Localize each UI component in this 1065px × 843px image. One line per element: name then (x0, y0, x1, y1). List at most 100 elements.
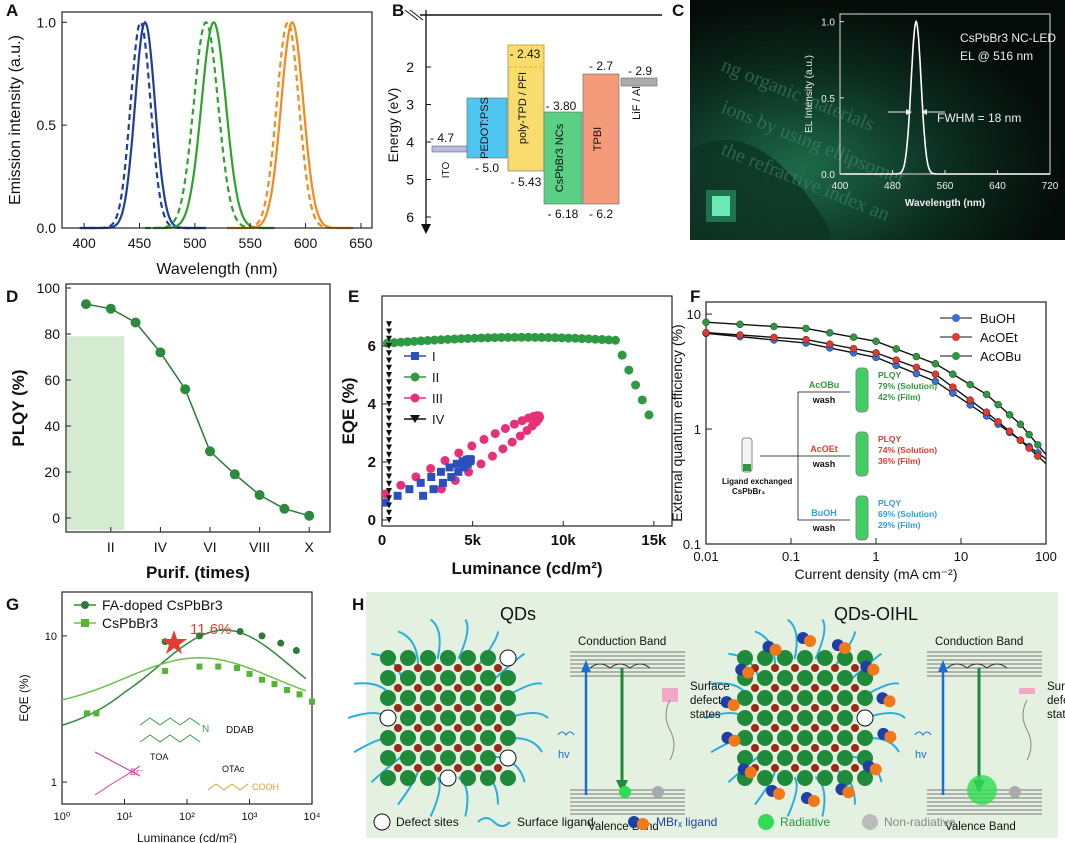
plqy-point (205, 446, 215, 457)
inner-atom (851, 744, 859, 752)
molecule-bromide: Br⁻ (130, 767, 144, 777)
surface-ligand (786, 776, 798, 817)
series-line-a-3 (145, 20, 267, 230)
surface-atom (440, 730, 456, 746)
plqy-point (229, 469, 240, 480)
series-IV-point (386, 451, 392, 458)
series-III-point (487, 451, 497, 461)
plqy-point (130, 317, 141, 328)
inner-atom (414, 664, 422, 672)
x-tick-label-c: 400 (832, 181, 849, 192)
led-glow (706, 190, 736, 222)
energy-level-box (582, 73, 620, 205)
inner-atom (494, 764, 502, 772)
cspbbr3-point (246, 670, 253, 677)
fa-doped-point (292, 646, 300, 654)
inner-atom (831, 744, 839, 752)
chart-subtitle-c: EL @ 516 nm (960, 49, 1033, 63)
surface-atom (400, 770, 416, 786)
nonradiative-path (665, 699, 675, 761)
defect-label: defect (690, 695, 722, 707)
inner-atom (474, 684, 482, 692)
series-III-point (396, 480, 406, 490)
surface-atom (380, 670, 396, 686)
legend-defect-label: Defect sites (396, 815, 459, 829)
qds-title: QDs (500, 604, 536, 624)
fa-doped-point (196, 632, 203, 640)
series-II-point (436, 335, 446, 345)
legend-ligand-icon (477, 817, 511, 827)
inner-atom (851, 704, 859, 712)
inner-atom (474, 704, 482, 712)
x-tick-label-e: 15k (641, 532, 667, 549)
surface-atom (460, 750, 476, 766)
relaxation-path (946, 663, 1008, 669)
inner-atom (811, 664, 819, 672)
series-III-point (479, 434, 489, 444)
series-I-point (436, 467, 445, 476)
y-tick-label-e: 0 (368, 512, 376, 529)
series-III-point (522, 426, 532, 436)
legend-marker-e (410, 372, 420, 382)
eqe-point-AcOEt (912, 363, 921, 372)
surface-atom (420, 770, 436, 786)
inner-atom (474, 724, 482, 732)
eqe-point-AcOEt (892, 356, 900, 364)
inset-vial (855, 367, 869, 413)
surface-atom (460, 730, 476, 746)
surface-atom (400, 730, 416, 746)
series-II-point (490, 333, 500, 343)
inner-atom (414, 744, 422, 752)
series-IV-point (386, 379, 392, 386)
legend-label-g: CsPbBr3 (102, 615, 158, 631)
eqe-point-AcOEt (849, 344, 858, 353)
surface-atom (777, 690, 793, 706)
surface-atom (737, 690, 753, 706)
inner-atom (791, 684, 799, 692)
mbr-ligand (744, 766, 757, 779)
series-II-point (610, 335, 620, 345)
series-II-point (570, 333, 580, 343)
inner-atom (811, 744, 819, 752)
legend-label-e: IV (432, 412, 445, 427)
surface-atom (777, 730, 793, 746)
mbr-ligand (728, 734, 741, 747)
y-axis-label-f: External quantum efficiency (%) (669, 324, 685, 521)
surface-atom (420, 750, 436, 766)
y-tick-label-e: 2 (368, 454, 376, 471)
inner-atom (394, 764, 402, 772)
x-tick-label-g: 10¹ (117, 811, 133, 823)
inner-atom (434, 664, 442, 672)
surface-atom (460, 670, 476, 686)
inner-atom (394, 684, 402, 692)
legend-marker-e (410, 415, 420, 423)
inner-atom (454, 684, 462, 692)
y-tick-label-c: 0.5 (821, 94, 835, 105)
mbr-ligand (838, 642, 851, 655)
molecule-chain (139, 734, 201, 743)
surface-atom (400, 690, 416, 706)
x-tick-label-e: 10k (551, 532, 577, 549)
mbr-ligand (804, 635, 817, 648)
defect-label: Surface (690, 681, 730, 693)
series-IV-point (386, 321, 392, 328)
inner-atom (851, 684, 859, 692)
qds-structure (347, 618, 549, 817)
y-tick-label-a: 0.0 (37, 220, 57, 236)
panel-letter-D: D (6, 287, 18, 306)
legend-marker-e (411, 352, 419, 360)
defect-site (499, 649, 517, 667)
series-IV-point (386, 393, 392, 400)
surface-atom (500, 770, 516, 786)
series-line-a-4 (231, 20, 354, 230)
surface-atom (380, 690, 396, 706)
legend-marker-g (81, 619, 89, 627)
series-II-point (510, 332, 520, 342)
pfi-dashed-box (507, 44, 545, 68)
panel-b-diagram: 2 3 4 5 6 Energy (eV) ITO PEDOT:PSS poly-TPD / P… (385, 9, 662, 234)
x-tick-label-f: 0.01 (693, 549, 718, 564)
surface-atom (460, 770, 476, 786)
panel-letter-B: B (392, 1, 404, 20)
level-value-label: - 6.18 (548, 207, 579, 221)
x-tick-label-d: II (107, 539, 115, 555)
